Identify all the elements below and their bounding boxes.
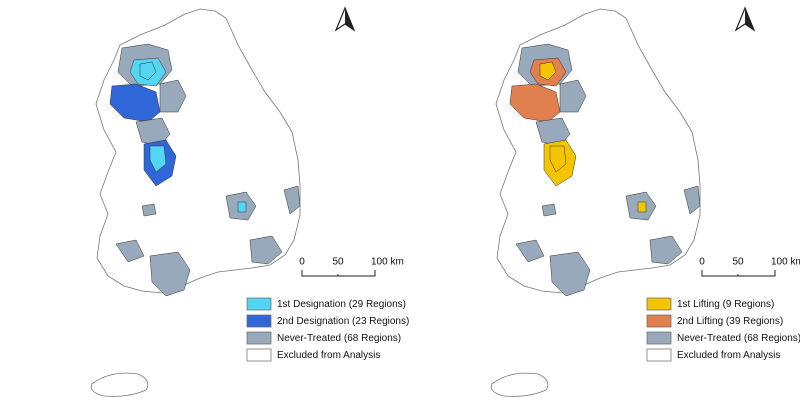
scale-label: 100 km xyxy=(371,257,404,268)
legend-label: Excluded from Analysis xyxy=(677,350,780,361)
scale-label: 50 xyxy=(332,257,344,268)
legend-swatch xyxy=(646,314,672,328)
region xyxy=(283,185,301,215)
legend-label: Never-Treated (68 Regions) xyxy=(277,333,401,344)
map-panel: 0 50 100 km 1st Lifting (9 Regions) 2nd Lift… xyxy=(490,6,800,397)
region xyxy=(509,83,561,123)
island xyxy=(490,372,549,397)
map-panel: 0 50 100 km 1st Designation (29 Regions) 2nd… xyxy=(90,6,409,397)
region xyxy=(109,83,161,123)
scale-bar xyxy=(701,270,776,277)
legend-swatch xyxy=(646,348,672,362)
north-arrow-half xyxy=(345,8,354,30)
region xyxy=(149,251,191,297)
region xyxy=(649,235,683,265)
legend-label: 2nd Designation (23 Regions) xyxy=(277,316,409,327)
region xyxy=(515,239,545,263)
legend-label: Never-Treated (68 Regions) xyxy=(677,333,800,344)
scale-label: 0 xyxy=(299,257,305,268)
region xyxy=(637,201,647,213)
legend-swatch xyxy=(646,331,672,345)
north-arrow-half xyxy=(745,8,754,30)
island xyxy=(90,372,149,397)
legend-label: 1st Lifting (9 Regions) xyxy=(677,299,774,310)
region xyxy=(249,235,283,265)
region xyxy=(683,185,701,215)
region xyxy=(541,203,557,217)
scale-label: 50 xyxy=(732,257,744,268)
legend-label: Excluded from Analysis xyxy=(277,350,380,361)
region xyxy=(559,79,587,113)
legend-swatch xyxy=(246,314,272,328)
region xyxy=(139,61,157,81)
region xyxy=(115,239,145,263)
legend-swatch xyxy=(246,348,272,362)
region xyxy=(149,145,167,173)
legend-swatch xyxy=(246,297,272,311)
region xyxy=(549,251,591,297)
scale-label: 100 km xyxy=(771,257,800,268)
scale-label: 0 xyxy=(699,257,705,268)
legend-swatch xyxy=(646,297,672,311)
region xyxy=(159,79,187,113)
scale-bar xyxy=(301,270,376,277)
region xyxy=(237,201,247,213)
legend-swatch xyxy=(246,331,272,345)
region xyxy=(549,145,567,173)
legend-label: 1st Designation (29 Regions) xyxy=(277,299,406,310)
region xyxy=(539,61,557,81)
region xyxy=(141,203,157,217)
legend-label: 2nd Lifting (39 Regions) xyxy=(677,316,783,327)
